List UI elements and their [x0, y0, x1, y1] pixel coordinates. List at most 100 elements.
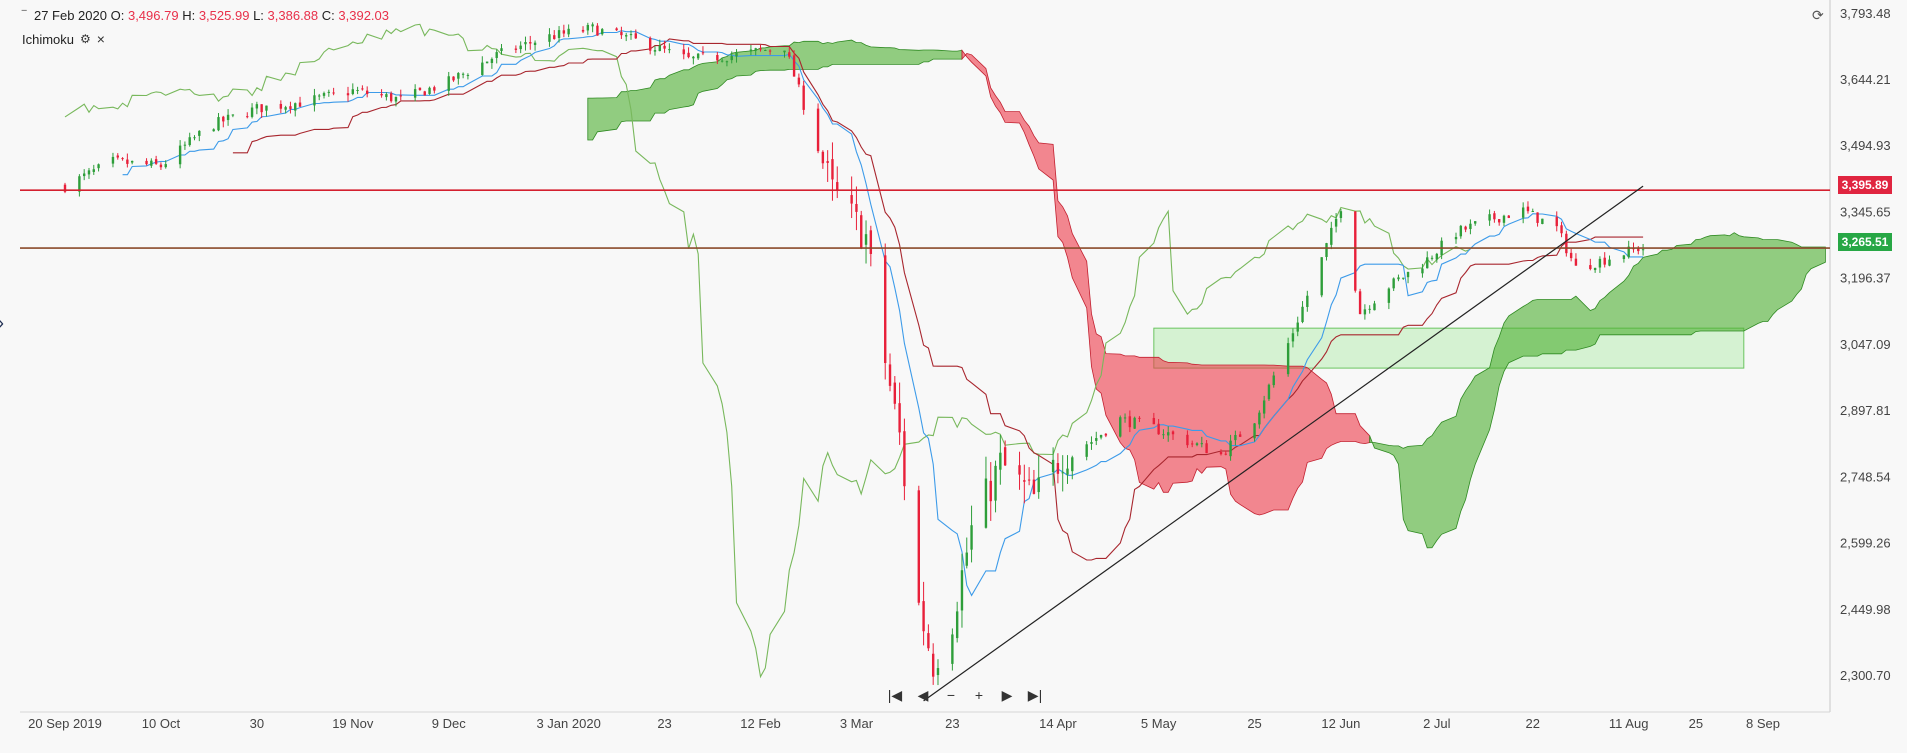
bearish-candle: [159, 162, 163, 170]
legend-high-label: H:: [182, 8, 196, 23]
bearish-candle: [63, 182, 67, 194]
expand-panel-icon[interactable]: ›: [0, 313, 4, 334]
candle-body: [1258, 412, 1261, 425]
bullish-candle: [936, 659, 940, 686]
bearish-candle: [1056, 453, 1060, 484]
candle-body: [792, 55, 796, 77]
candle-body: [816, 108, 820, 152]
candle-body: [130, 160, 134, 163]
bullish-candle: [198, 130, 201, 142]
bullish-candle: [1133, 416, 1136, 429]
legend-high-value: 3,525.99: [198, 8, 250, 23]
candle-body: [960, 570, 964, 611]
candle-body: [601, 29, 604, 35]
x-tick-label: 25: [1247, 716, 1261, 731]
bullish-candle: [413, 84, 417, 102]
bullish-candle: [313, 88, 316, 112]
bullish-candle: [1195, 442, 1199, 447]
candle-body: [246, 116, 249, 118]
bullish-candle: [1051, 447, 1055, 486]
bullish-candle: [322, 91, 326, 99]
candle-body: [260, 104, 263, 113]
candle-body: [461, 73, 465, 75]
candle-body: [1253, 423, 1256, 439]
candle-body: [490, 58, 494, 64]
jump-first-button[interactable]: |◀: [887, 687, 903, 703]
candle-body: [1406, 271, 1410, 278]
x-tick-label: 11 Aug: [1609, 716, 1649, 731]
bullish-candle: [1339, 208, 1343, 223]
bearish-candle: [821, 150, 825, 169]
candle-body: [500, 48, 503, 52]
candle-body: [1603, 257, 1606, 265]
candle-body: [250, 107, 254, 117]
bullish-candle: [720, 57, 724, 63]
bullish-candle: [193, 135, 196, 141]
bullish-candle: [696, 53, 700, 60]
bullish-candle: [1291, 328, 1295, 348]
y-tick-label: 2,748.54: [1840, 469, 1891, 484]
resistance-price-tag: 3,395.89: [1838, 176, 1892, 194]
candle-body: [1593, 267, 1597, 271]
bullish-candle: [318, 93, 321, 101]
scroll-back-button[interactable]: ◀: [917, 687, 929, 703]
bullish-candle: [1598, 256, 1602, 273]
bearish-candle: [1526, 201, 1530, 214]
bearish-candle: [126, 153, 129, 168]
candle-body: [586, 24, 590, 31]
candle-body: [768, 50, 772, 52]
y-tick-label: 3,644.21: [1840, 72, 1891, 87]
scroll-forward-button[interactable]: ▶: [1001, 687, 1013, 703]
candle-body: [1402, 277, 1405, 279]
bullish-candle: [250, 103, 254, 119]
bearish-candle: [121, 157, 124, 161]
bullish-candle: [481, 56, 484, 76]
candle-body: [1128, 416, 1132, 428]
candle-body: [481, 62, 484, 76]
bullish-candle: [668, 43, 671, 54]
candle-body: [1186, 434, 1189, 446]
bearish-candle: [1152, 412, 1156, 425]
candle-body: [692, 56, 695, 59]
bearish-candle: [1032, 469, 1036, 495]
bullish-candle: [78, 174, 81, 197]
candle-body: [917, 490, 920, 603]
bearish-candle: [596, 23, 599, 36]
bearish-candle: [1018, 451, 1021, 490]
candle-body: [284, 107, 287, 110]
bullish-candle: [591, 22, 594, 33]
jump-last-button[interactable]: ▶|: [1027, 687, 1043, 703]
bullish-candle: [783, 50, 786, 58]
indicator-settings-icon[interactable]: ⚙: [80, 32, 91, 46]
indicator-remove-icon[interactable]: ×: [96, 31, 105, 47]
bearish-candle: [452, 76, 455, 82]
candle-body: [1003, 447, 1007, 466]
x-tick-label: 5 May: [1141, 716, 1177, 731]
bullish-candle: [567, 24, 570, 38]
bullish-candle: [1387, 287, 1391, 310]
bullish-candle: [1296, 316, 1299, 337]
candle-body: [1023, 480, 1026, 482]
bullish-candle: [466, 73, 470, 80]
candle-body: [927, 633, 930, 649]
candle-body: [1387, 288, 1391, 303]
candle-body: [159, 164, 163, 168]
candle-body: [999, 452, 1002, 470]
bullish-candle: [1234, 430, 1237, 446]
bullish-candle: [1306, 290, 1309, 312]
legend-close-label: C:: [321, 8, 335, 23]
zoom-in-button[interactable]: +: [974, 687, 984, 703]
candle-body: [1358, 291, 1362, 315]
candle-body: [1267, 384, 1271, 400]
candle-body: [389, 93, 393, 102]
candle-body: [754, 48, 757, 51]
candle-body: [1167, 432, 1170, 436]
candle-body: [346, 93, 350, 96]
bearish-candle: [850, 176, 853, 219]
bearish-candle: [687, 47, 690, 59]
refresh-icon[interactable]: ⟳: [1812, 7, 1824, 23]
zoom-out-button[interactable]: −: [946, 687, 956, 703]
bearish-candle: [423, 90, 426, 96]
